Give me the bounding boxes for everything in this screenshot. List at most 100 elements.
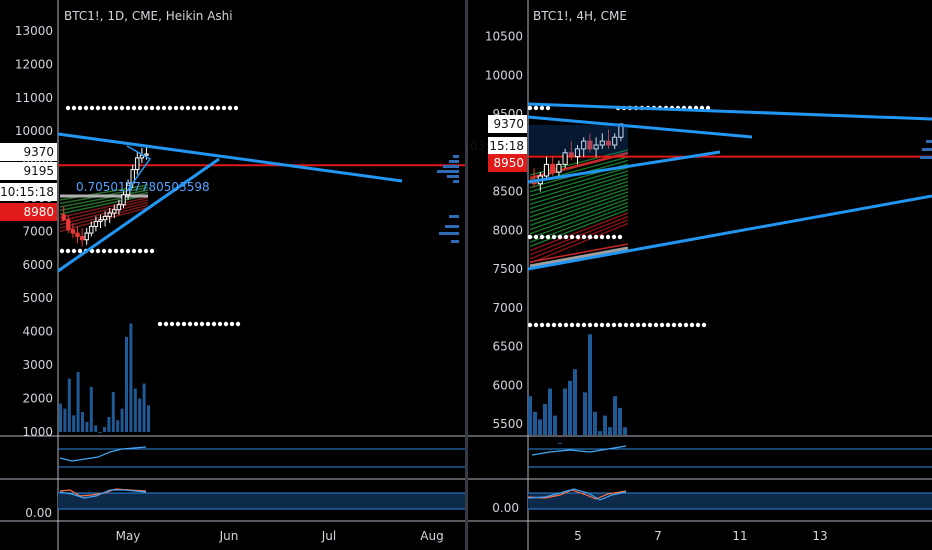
candle-body xyxy=(144,153,149,156)
level-dot xyxy=(545,105,551,111)
price-tick-label: 7500 xyxy=(492,262,523,276)
level-dot xyxy=(193,321,199,327)
ma-ribbon-line xyxy=(529,219,629,260)
candle-body xyxy=(116,204,122,211)
level-dot xyxy=(557,234,563,240)
level-dot xyxy=(563,322,569,328)
level-dot xyxy=(199,321,205,327)
volume-bar xyxy=(120,408,124,432)
level-dot xyxy=(131,105,137,111)
volume-bar xyxy=(89,386,93,432)
indicator-line xyxy=(527,488,627,501)
level-dot xyxy=(65,248,71,254)
volume-bar xyxy=(107,416,111,432)
level-dot xyxy=(539,234,545,240)
level-dot xyxy=(581,234,587,240)
volume-bar xyxy=(133,388,137,432)
volume-bar xyxy=(111,391,115,432)
candle-body xyxy=(587,140,593,150)
ma-line-red xyxy=(529,243,629,263)
volume-profile-bar xyxy=(453,155,459,158)
ma-ribbon-line xyxy=(529,208,629,248)
level-dot xyxy=(233,105,239,111)
price-tick-label: 13000 xyxy=(15,24,53,38)
level-dot xyxy=(551,234,557,240)
indicator-line xyxy=(531,445,627,456)
level-dot xyxy=(695,322,701,328)
level-dot xyxy=(149,105,155,111)
volume-bar xyxy=(142,383,146,432)
volume-bar xyxy=(138,398,142,432)
level-dot xyxy=(137,105,143,111)
level-dot xyxy=(527,322,533,328)
level-dot xyxy=(215,105,221,111)
price-tick-label: 10000 xyxy=(15,124,53,138)
trendline xyxy=(527,102,932,121)
level-dot xyxy=(125,248,131,254)
volume-profile-bar xyxy=(449,215,459,218)
candle-body xyxy=(89,225,94,234)
ma-ribbon-line xyxy=(59,196,149,219)
level-dot xyxy=(551,322,557,328)
level-dot xyxy=(665,322,671,328)
time-tick-label: Jul xyxy=(321,529,336,543)
level-dot xyxy=(629,322,635,328)
level-dot xyxy=(611,234,617,240)
price-tick-label: 3000 xyxy=(22,358,53,372)
volume-bar xyxy=(59,403,62,432)
level-dot xyxy=(179,105,185,111)
volume-profile-bar xyxy=(922,148,932,151)
volume-bar xyxy=(63,408,67,432)
ma-ribbon-line xyxy=(529,166,629,197)
level-dot xyxy=(113,105,119,111)
level-dot xyxy=(59,248,65,254)
level-dot xyxy=(149,248,155,254)
level-dot xyxy=(671,322,677,328)
ma-ribbon-line xyxy=(529,191,629,227)
price-tick-label: 6000 xyxy=(492,378,523,392)
time-tick-label: 7 xyxy=(654,529,662,543)
level-dot xyxy=(689,322,695,328)
level-dot xyxy=(203,105,209,111)
level-dot xyxy=(157,321,163,327)
price-label-red xyxy=(488,154,527,172)
price-label-text: 8980 xyxy=(23,205,54,219)
candle-body xyxy=(66,219,71,231)
price-label xyxy=(0,162,57,180)
level-dot xyxy=(77,105,83,111)
level-dot xyxy=(167,105,173,111)
level-dot xyxy=(539,322,545,328)
level-dot xyxy=(191,105,197,111)
level-dot xyxy=(545,322,551,328)
level-dot xyxy=(163,321,169,327)
left-chart-title: BTC1!, 1D, CME, Heikin Ashi xyxy=(64,9,233,23)
level-dot xyxy=(635,322,641,328)
ma-line-gray xyxy=(529,246,629,268)
candle-body xyxy=(568,152,574,158)
level-dot xyxy=(545,234,551,240)
price-label xyxy=(488,115,527,133)
level-dot xyxy=(575,322,581,328)
volume-bar xyxy=(603,415,607,435)
candle-body xyxy=(543,163,550,177)
level-dot xyxy=(137,248,143,254)
indicator-line xyxy=(527,489,627,500)
ma-ribbon-line xyxy=(529,177,629,210)
level-dot xyxy=(71,248,77,254)
level-dot xyxy=(227,105,233,111)
level-dot xyxy=(113,248,119,254)
right-chart-title: BTC1!, 4H, CME xyxy=(533,9,627,23)
level-dot xyxy=(65,105,71,111)
price-label xyxy=(0,143,57,161)
volume-bar xyxy=(116,420,120,432)
level-dot xyxy=(539,105,545,111)
volume-bar xyxy=(67,378,71,432)
level-dot xyxy=(563,234,569,240)
price-label-text: 9370 xyxy=(23,145,54,159)
level-dot xyxy=(617,234,623,240)
level-dot xyxy=(169,321,175,327)
trendline xyxy=(527,115,753,139)
price-tick-label: 7000 xyxy=(22,224,53,238)
price-tick-label: 8500 xyxy=(492,185,523,199)
